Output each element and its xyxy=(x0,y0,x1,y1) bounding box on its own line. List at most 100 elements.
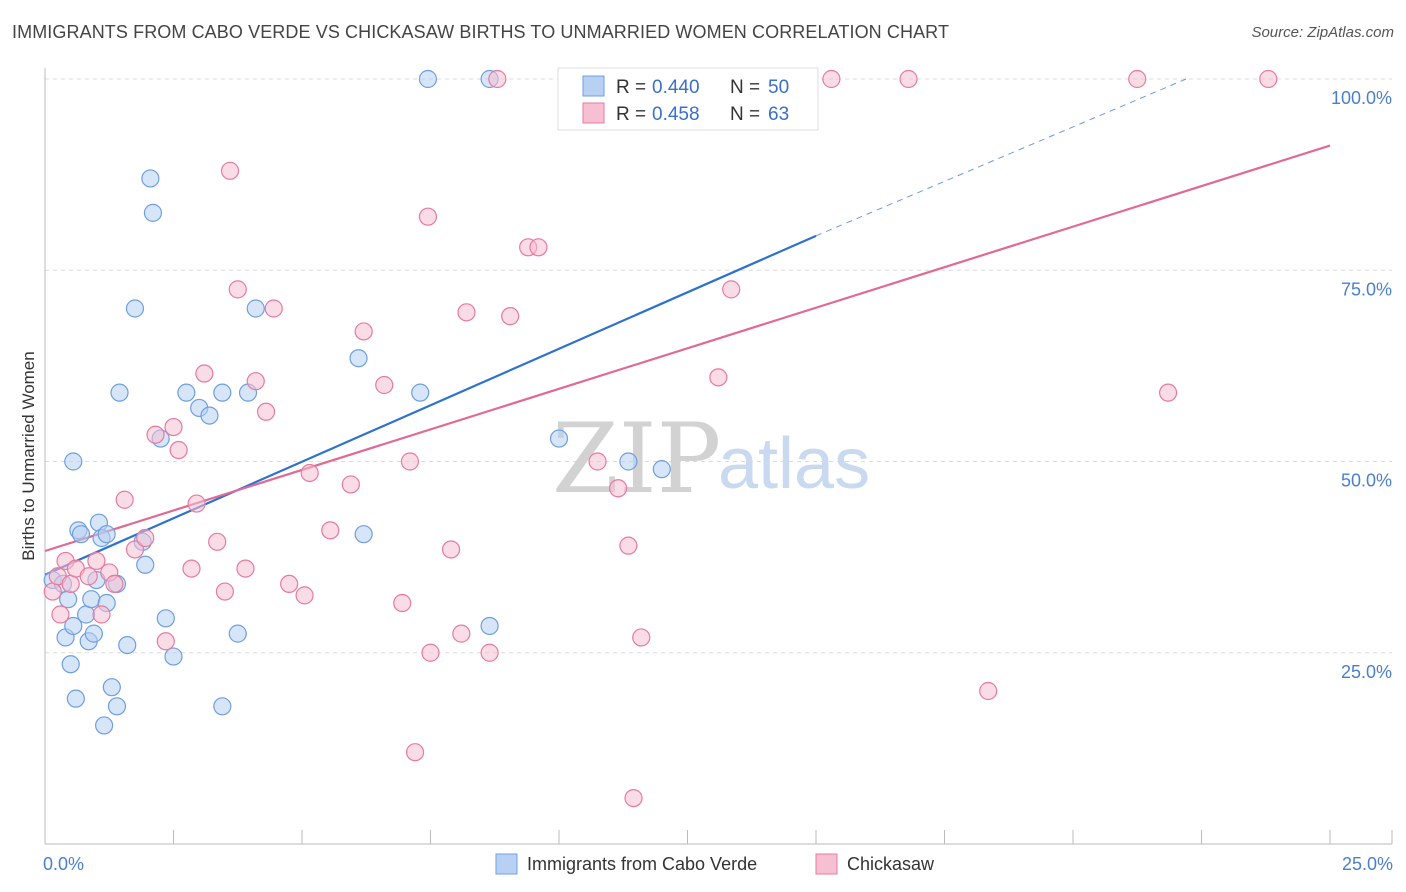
point-pink-7 xyxy=(87,551,106,571)
point-pink-38 xyxy=(405,743,425,762)
point-blue-49 xyxy=(652,460,671,479)
chart-title: IMMIGRANTS FROM CABO VERDE VS CHICKASAW … xyxy=(12,22,950,42)
point-pink-15 xyxy=(156,632,175,651)
y-axis-label: Births to Unmarried Women xyxy=(19,351,38,560)
point-pink-21 xyxy=(208,532,227,551)
legend-r-label-2: R = xyxy=(616,104,646,125)
point-blue-27 xyxy=(136,555,155,574)
point-pink-28 xyxy=(264,299,283,318)
series-swatch-blue xyxy=(495,853,518,875)
point-pink-13 xyxy=(136,528,155,548)
point-pink-10 xyxy=(105,574,124,594)
point-blue-40 xyxy=(246,299,265,318)
point-blue-24 xyxy=(118,635,137,655)
point-blue-43 xyxy=(411,383,430,402)
point-pink-17 xyxy=(169,440,188,460)
point-pink-27 xyxy=(256,402,276,421)
point-pink-52 xyxy=(624,788,643,808)
point-pink-0 xyxy=(43,582,62,601)
point-pink-24 xyxy=(228,280,247,299)
point-pink-34 xyxy=(354,322,373,341)
y-tick-label-2: 75.0% xyxy=(1341,279,1392,299)
series-label-blue: Immigrants from Cabo Verde xyxy=(527,854,757,874)
legend-n-value-1: 50 xyxy=(768,77,789,98)
point-pink-49 xyxy=(588,452,607,471)
point-blue-28 xyxy=(141,169,160,188)
point-blue-19 xyxy=(95,716,114,735)
point-blue-32 xyxy=(164,647,183,666)
y-tick-label-1: 50.0% xyxy=(1341,471,1392,491)
point-pink-41 xyxy=(441,540,461,559)
point-blue-29 xyxy=(143,203,163,222)
legend-swatch-pink xyxy=(582,102,605,124)
point-pink-12 xyxy=(125,540,145,559)
point-pink-39 xyxy=(418,207,438,226)
point-blue-10 xyxy=(77,605,96,624)
point-blue-44 xyxy=(418,69,438,89)
point-pink-2 xyxy=(51,605,70,624)
trendline-pink xyxy=(44,144,1331,553)
point-pink-20 xyxy=(195,364,214,383)
point-pink-53 xyxy=(632,628,651,647)
point-pink-23 xyxy=(220,161,240,180)
point-pink-33 xyxy=(341,475,360,494)
legend-swatch-blue xyxy=(582,75,605,97)
point-blue-41 xyxy=(349,349,368,368)
point-blue-45 xyxy=(480,616,499,636)
point-blue-36 xyxy=(213,383,232,402)
point-blue-47 xyxy=(549,429,569,448)
point-pink-51 xyxy=(619,536,638,555)
point-pink-43 xyxy=(457,303,476,322)
point-pink-8 xyxy=(92,605,111,624)
point-pink-19 xyxy=(187,494,206,513)
point-pink-11 xyxy=(115,490,134,509)
point-pink-36 xyxy=(393,593,412,613)
point-blue-42 xyxy=(354,525,373,544)
point-pink-14 xyxy=(146,425,165,444)
point-blue-7 xyxy=(64,452,83,471)
point-blue-33 xyxy=(177,383,196,402)
point-pink-60 xyxy=(979,681,998,701)
gridlines xyxy=(45,78,1392,654)
point-pink-29 xyxy=(280,574,299,594)
point-pink-48 xyxy=(529,238,548,257)
point-blue-4 xyxy=(59,590,78,609)
point-pink-42 xyxy=(452,624,471,643)
x-tick-label-1: 25.0% xyxy=(1342,854,1393,874)
point-pink-46 xyxy=(501,307,520,326)
legend-r-value-1: 0.440 xyxy=(652,77,700,98)
legend-n-value-2: 63 xyxy=(768,104,789,125)
legend-r-label-1: R = xyxy=(616,77,646,98)
point-pink-35 xyxy=(375,375,394,395)
data-points xyxy=(43,69,1278,808)
y-tick-label-3: 100.0% xyxy=(1331,88,1392,108)
point-pink-6 xyxy=(79,567,98,586)
point-blue-38 xyxy=(228,624,247,643)
series-swatch-pink xyxy=(815,853,838,875)
point-blue-35 xyxy=(200,406,219,425)
point-pink-59 xyxy=(899,69,918,89)
point-blue-12 xyxy=(82,590,101,609)
point-pink-37 xyxy=(400,452,420,471)
x-tick-label-0: 0.0% xyxy=(43,854,84,874)
legend: R = 0.440 N = 50 R = 0.458 N = 63 xyxy=(557,67,819,131)
point-pink-55 xyxy=(709,368,728,387)
point-pink-22 xyxy=(215,582,234,601)
point-pink-26 xyxy=(246,372,265,391)
trendlines xyxy=(44,78,1331,576)
point-blue-31 xyxy=(156,609,175,628)
point-pink-40 xyxy=(421,643,440,662)
point-pink-62 xyxy=(1158,383,1178,402)
legend-n-label-2: N = xyxy=(730,104,760,125)
point-blue-48 xyxy=(619,452,638,471)
point-blue-9 xyxy=(66,689,85,708)
legend-n-label-1: N = xyxy=(730,77,760,98)
point-pink-56 xyxy=(722,280,741,299)
series-label-pink: Chickasaw xyxy=(847,854,935,874)
point-blue-13 xyxy=(84,624,103,643)
point-pink-44 xyxy=(480,643,499,662)
point-blue-23 xyxy=(110,383,129,402)
point-blue-5 xyxy=(64,616,83,636)
source-label: Source: ZipAtlas.com xyxy=(1251,24,1394,41)
